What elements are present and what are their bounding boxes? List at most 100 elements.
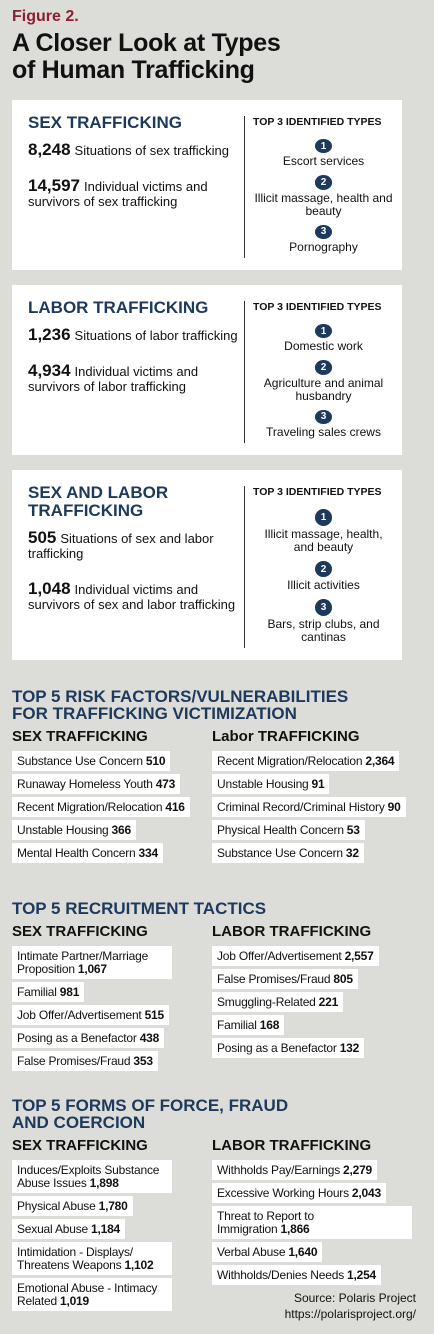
item-value: 1,898 bbox=[89, 1176, 119, 1190]
type-label: Illicit massage, health, and beauty bbox=[264, 526, 383, 554]
item: Induces/Exploits Substance Abuse Issues 1… bbox=[12, 1160, 172, 1193]
item-label: Recent Migration/Relocation bbox=[217, 754, 363, 768]
item: Recent Migration/Relocation 2,364 bbox=[212, 751, 400, 771]
item-label: Familial bbox=[17, 985, 57, 999]
card-title: SEX TRAFFICKING bbox=[28, 113, 182, 132]
item: Substance Use Concern 510 bbox=[12, 751, 171, 771]
type-label: Pornography bbox=[289, 239, 358, 254]
item-label: Emotional Abuse - Intimacy Related bbox=[17, 1281, 158, 1308]
column-heading: LABOR TRAFFICKING bbox=[212, 1137, 372, 1154]
rank-badge: 3 bbox=[315, 599, 332, 617]
item-value: 2,557 bbox=[344, 949, 374, 963]
item-value: 805 bbox=[333, 972, 353, 986]
item: Threat to Report to Immigration 1,866 bbox=[212, 1206, 412, 1239]
item: False Promises/Fraud 805 bbox=[212, 969, 358, 989]
item: Runaway Homeless Youth 473 bbox=[12, 774, 181, 794]
source-url: https://polarisproject.org/ bbox=[284, 1307, 416, 1321]
item: Mental Health Concern 334 bbox=[12, 843, 163, 863]
stat-number: 4,934 bbox=[28, 361, 71, 380]
item: Posing as a Benefactor 132 bbox=[212, 1038, 365, 1058]
item-value: 353 bbox=[133, 1054, 153, 1068]
type-label: Illicit activities bbox=[287, 578, 360, 593]
item: Job Offer/Advertisement 2,557 bbox=[212, 946, 379, 966]
item-label: Recent Migration/Relocation bbox=[17, 800, 163, 814]
type-label: Illicit massage, health and beauty bbox=[254, 190, 393, 218]
figure-label: Figure 2. bbox=[12, 8, 79, 25]
stat: 1,048 Individual victims and survivors of… bbox=[28, 580, 244, 612]
item-label: Familial bbox=[217, 1018, 257, 1032]
columns: SEX TRAFFICKING Intimate Partner/Marriage… bbox=[12, 923, 412, 1074]
stat: 4,934 Individual victims and survivors of… bbox=[28, 361, 244, 394]
item-value: 53 bbox=[346, 823, 360, 837]
card: SEX TRAFFICKING 8,248 Situations of sex tr… bbox=[12, 100, 402, 270]
title-line: A Closer Look at Types bbox=[12, 29, 281, 57]
item-label: Job Offer/Advertisement bbox=[217, 949, 342, 963]
item: Unstable Housing 366 bbox=[12, 820, 136, 840]
item: Intimate Partner/Marriage Proposition 1,0… bbox=[12, 946, 172, 979]
item-value: 2,364 bbox=[365, 754, 395, 768]
item: Physical Health Concern 53 bbox=[212, 820, 365, 840]
item-label: Substance Use Concern bbox=[217, 846, 343, 860]
column-heading: SEX TRAFFICKING bbox=[12, 728, 148, 745]
rank-badge: 3 bbox=[315, 409, 332, 424]
item-label: Job Offer/Advertisement bbox=[17, 1008, 142, 1022]
stat-number: 505 bbox=[28, 528, 57, 547]
item-label: False Promises/Fraud bbox=[17, 1054, 131, 1068]
item-value: 1,184 bbox=[91, 1222, 121, 1236]
item-label: Induces/Exploits Substance Abuse Issues bbox=[17, 1163, 160, 1190]
item-value: 1,254 bbox=[347, 1268, 377, 1282]
rank-badge: 2 bbox=[315, 360, 332, 375]
types-heading: TOP 3 IDENTIFIED TYPES bbox=[253, 301, 382, 313]
item-value: 91 bbox=[311, 777, 325, 791]
item-value: 416 bbox=[165, 800, 185, 814]
item-label: Verbal Abuse bbox=[217, 1245, 286, 1259]
item: Emotional Abuse - Intimacy Related 1,019 bbox=[12, 1278, 172, 1311]
stat-number: 14,597 bbox=[28, 176, 80, 195]
item: Familial 981 bbox=[12, 982, 85, 1002]
item-label: Posing as a Benefactor bbox=[217, 1041, 337, 1055]
stat: 505 Situations of sex and labor trafficki… bbox=[28, 528, 244, 561]
stat-number: 1,236 bbox=[28, 325, 71, 344]
source-line: Source: Polaris Project bbox=[293, 1291, 416, 1305]
item-value: 438 bbox=[139, 1031, 160, 1045]
stat-text: Situations of labor trafficking bbox=[74, 328, 238, 343]
item-label: False Promises/Fraud bbox=[217, 972, 331, 986]
item: Criminal Record/Criminal History 90 bbox=[212, 797, 406, 817]
card-left: SEX AND LABOR TRAFFICKING 505 Situations o… bbox=[12, 484, 244, 650]
item: Familial 168 bbox=[212, 1015, 285, 1035]
column-heading: Labor TRAFFICKING bbox=[212, 728, 360, 745]
item: Intimidation - Displays/ Threatens Weapo… bbox=[12, 1242, 172, 1275]
item: Withholds Pay/Earnings 2,279 bbox=[212, 1160, 378, 1180]
item: Recent Migration/Relocation 416 bbox=[12, 797, 190, 817]
item-label: Withholds Pay/Earnings bbox=[217, 1163, 340, 1177]
column: Labor TRAFFICKING Recent Migration/Reloca… bbox=[212, 728, 412, 866]
stat: 8,248 Situations of sex trafficking bbox=[28, 141, 244, 158]
type-label: Traveling sales crews bbox=[266, 424, 381, 439]
card-right: TOP 3 IDENTIFIED TYPES 1 Domestic work 2 Agr… bbox=[244, 301, 402, 443]
rank-badge: 1 bbox=[315, 324, 332, 339]
item-value: 1,640 bbox=[288, 1245, 318, 1259]
column: SEX TRAFFICKING Intimate Partner/Marriage… bbox=[12, 923, 212, 1074]
rank-badge: 1 bbox=[315, 509, 332, 526]
item: Sexual Abuse 1,184 bbox=[12, 1219, 126, 1239]
item-label: Threat to Report to Immigration bbox=[217, 1209, 314, 1236]
rank-badge: 2 bbox=[315, 175, 332, 190]
stat-text: Individual victims and survivors of labo… bbox=[28, 364, 199, 394]
stat: 14,597 Individual victims and survivors o… bbox=[28, 176, 244, 209]
item-value: 1,780 bbox=[98, 1199, 128, 1213]
rank-badge: 1 bbox=[315, 139, 332, 154]
section: TOP 5 RECRUITMENT TACTICS SEX TRAFFICKING… bbox=[12, 900, 412, 1074]
section-title-line: TOP 5 RECRUITMENT TACTICS bbox=[12, 899, 267, 918]
section-title-line: FOR TRAFFICKING VICTIMIZATION bbox=[12, 704, 297, 723]
item-label: Physical Abuse bbox=[17, 1199, 96, 1213]
source: Source: Polaris Project https://polarispr… bbox=[285, 1290, 416, 1322]
column: LABOR TRAFFICKING Job Offer/Advertisement… bbox=[212, 923, 412, 1074]
section-title: TOP 5 RISK FACTORS/VULNERABILITIES FOR TR… bbox=[12, 688, 412, 722]
title: A Closer Look at Types of Human Trafficki… bbox=[12, 29, 281, 84]
item-value: 2,043 bbox=[351, 1186, 381, 1200]
card: SEX AND LABOR TRAFFICKING 505 Situations o… bbox=[12, 470, 402, 660]
item: Substance Use Concern 32 bbox=[212, 843, 364, 863]
item: False Promises/Fraud 353 bbox=[12, 1051, 158, 1071]
item-label: Intimidation - Displays/ Threatens Weapo… bbox=[17, 1245, 133, 1272]
